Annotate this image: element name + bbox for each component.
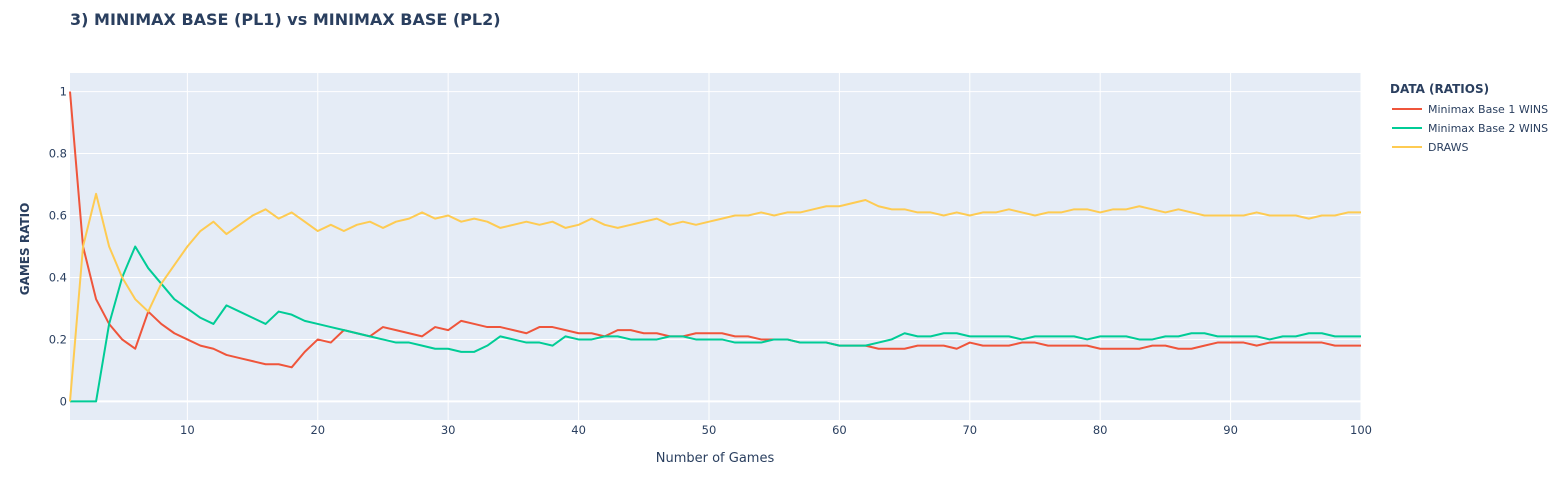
y-axis-title: GAMES RATIO [18,203,32,296]
y-tick-label: 0.2 [49,332,67,346]
x-tick-label: 10 [180,423,195,437]
y-tick-label: 0.6 [49,209,67,223]
y-tick-label: 0.8 [49,147,67,161]
x-tick-label: 60 [832,423,847,437]
y-tick-label: 0.4 [49,270,67,284]
y-tick-label: 1 [60,85,67,99]
series-line-minimax-base-1-wins [69,91,1361,369]
x-axis-title: Number of Games [656,451,775,466]
plot-area [70,73,1361,420]
legend-label-minimax-base-2-wins: Minimax Base 2 WINS [1428,122,1548,135]
x-tick-label: 90 [1223,423,1238,437]
x-tick-labels: 10 20 30 40 50 60 70 80 90 100 [180,423,1372,437]
legend-title: DATA (RATIOS) [1390,82,1489,96]
x-tick-label: 20 [310,423,325,437]
series-line-draws [69,192,1361,402]
x-tick-label: 50 [702,423,717,437]
chart-title: 3) MINIMAX BASE (PL1) vs MINIMAX BASE (P… [70,10,501,29]
y-tick-label: 0 [60,394,67,408]
x-tick-label: 100 [1350,423,1372,437]
legend: DATA (RATIOS) Minimax Base 1 WINS Minimax… [1390,82,1548,154]
series-lines [69,91,1361,403]
x-tick-label: 30 [441,423,456,437]
y-tick-labels: 0 0.2 0.4 0.6 0.8 1 [49,85,67,409]
legend-label-draws: DRAWS [1428,141,1468,154]
series-line-minimax-base-2-wins [70,245,1361,403]
x-tick-label: 70 [962,423,977,437]
x-tick-label: 80 [1093,423,1108,437]
legend-label-minimax-base-1-wins: Minimax Base 1 WINS [1428,103,1548,116]
x-tick-label: 40 [571,423,586,437]
